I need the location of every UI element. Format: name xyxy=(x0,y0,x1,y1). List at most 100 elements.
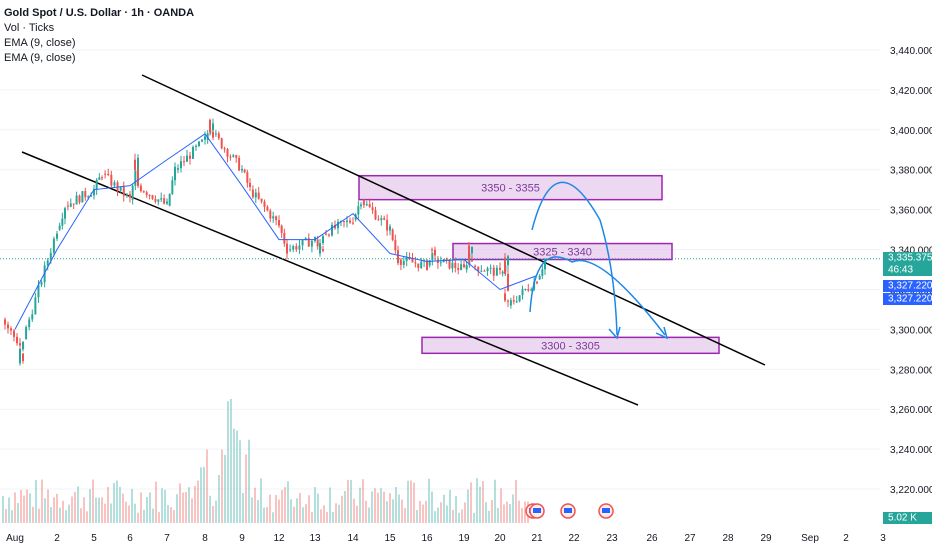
candle xyxy=(349,220,351,223)
volume-bar xyxy=(425,500,427,523)
volume-bar xyxy=(11,510,13,523)
indicator-volume[interactable]: Vol · Ticks xyxy=(4,22,55,34)
candle xyxy=(480,270,483,272)
volume-bar xyxy=(320,509,322,523)
volume-bar xyxy=(38,508,40,523)
volume-bar xyxy=(71,496,73,523)
candle xyxy=(125,194,128,196)
candle xyxy=(426,260,428,270)
zone-label-2: 3300 - 3305 xyxy=(541,340,600,352)
event-calendar-icon-mark xyxy=(533,508,541,513)
volume-bar xyxy=(89,489,91,523)
volume-bar xyxy=(464,502,466,523)
volume-bar xyxy=(404,508,406,523)
volume-bar xyxy=(305,504,307,523)
projection-path-1[interactable] xyxy=(531,181,618,336)
price-tick-label: 3,300.000 xyxy=(890,325,932,336)
candle xyxy=(154,198,157,202)
candle xyxy=(352,222,354,224)
volume-bar xyxy=(191,498,193,523)
volume-bar xyxy=(284,487,286,523)
candle xyxy=(301,239,304,246)
candle xyxy=(28,319,31,328)
volume-bar xyxy=(440,502,442,523)
candle xyxy=(87,196,90,198)
candle xyxy=(383,218,386,220)
volume-bar xyxy=(185,492,187,523)
candle xyxy=(434,249,436,256)
volume-bar xyxy=(125,501,127,523)
candle xyxy=(337,221,339,229)
volume-bar xyxy=(197,480,199,523)
volume-bar xyxy=(344,491,346,523)
indicator-ema-1[interactable]: EMA (9, close) xyxy=(4,37,76,49)
time-tick-label: 16 xyxy=(421,533,433,544)
candle xyxy=(414,262,417,264)
candle xyxy=(177,168,179,170)
ema-line[interactable] xyxy=(14,133,538,330)
candle xyxy=(402,260,405,265)
candle xyxy=(286,243,288,254)
candle xyxy=(195,145,197,147)
volume-bar xyxy=(230,398,232,523)
candle xyxy=(465,265,468,270)
candle xyxy=(142,191,145,193)
candle xyxy=(10,328,12,331)
channel-line-upper[interactable] xyxy=(141,74,766,366)
indicator-ema-2[interactable]: EMA (9, close) xyxy=(4,52,76,64)
candle xyxy=(58,225,61,230)
volume-bar xyxy=(188,487,190,523)
time-tick-label: 12 xyxy=(273,533,285,544)
zone-box-2[interactable] xyxy=(421,336,720,355)
volume-bar xyxy=(128,505,130,523)
volume-bar xyxy=(467,489,469,523)
candle xyxy=(507,256,509,266)
candle xyxy=(122,186,125,196)
candle xyxy=(389,226,391,231)
candle xyxy=(377,219,380,221)
candle xyxy=(160,198,163,200)
candle xyxy=(448,259,451,269)
time-tick-label: 6 xyxy=(127,533,133,544)
last-price-tag-bg xyxy=(883,252,932,264)
volume-bar xyxy=(143,509,145,523)
volume-bar xyxy=(50,507,52,523)
volume-bar xyxy=(119,486,121,523)
volume-bar xyxy=(257,500,259,523)
volume-bar xyxy=(233,428,235,523)
candle xyxy=(214,133,217,135)
candle xyxy=(186,155,188,162)
volume-bar xyxy=(422,504,424,523)
volume-bar xyxy=(323,505,325,523)
time-tick-label: 3 xyxy=(880,533,886,544)
projection-path-2[interactable] xyxy=(529,256,666,336)
candle xyxy=(52,238,55,253)
candle xyxy=(129,194,131,198)
volume-bar xyxy=(245,454,247,523)
candle xyxy=(226,149,229,157)
candle xyxy=(4,319,6,325)
volume-bar xyxy=(221,449,223,523)
candle xyxy=(486,268,489,272)
zone-box-0[interactable] xyxy=(358,174,663,201)
volume-bar xyxy=(449,489,451,523)
candle xyxy=(521,289,524,296)
symbol-title[interactable]: Gold Spot / U.S. Dollar · 1h · OANDA xyxy=(4,7,195,19)
volume-bar xyxy=(365,500,367,523)
time-tick-label: 23 xyxy=(606,533,618,544)
candle xyxy=(463,264,465,268)
candle xyxy=(98,177,101,180)
price-tick-label: 3,440.000 xyxy=(890,46,932,57)
volume-bar xyxy=(251,497,253,523)
volume-bar xyxy=(266,507,268,523)
volume-bar xyxy=(509,504,511,523)
candle xyxy=(134,170,137,186)
volume-bar xyxy=(488,510,490,523)
candle xyxy=(168,193,171,206)
volume-bar xyxy=(335,503,337,523)
candle xyxy=(166,201,168,204)
volume-bar xyxy=(338,504,340,523)
time-tick-label: 9 xyxy=(239,533,245,544)
